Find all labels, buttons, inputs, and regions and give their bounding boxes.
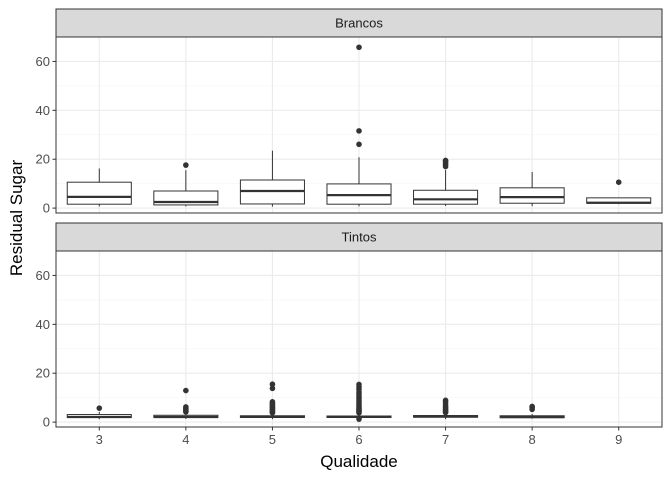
x-tick-label: 6 (355, 432, 362, 447)
y-tick-label: 0 (43, 415, 50, 430)
x-tick-label: 5 (269, 432, 276, 447)
box-brancos-6 (326, 44, 392, 207)
facet-strip (55, 8, 663, 38)
outlier-point (356, 141, 362, 148)
y-tick-label: 40 (36, 317, 50, 332)
box-brancos-7 (413, 157, 479, 206)
x-tick-label: 7 (442, 432, 449, 447)
x-tick-label: 9 (615, 432, 622, 447)
facet-label: Brancos (335, 16, 383, 31)
outlier-point (183, 387, 189, 394)
outlier-point (442, 397, 449, 404)
outlier-point (183, 162, 189, 168)
box-brancos-4 (153, 162, 219, 207)
box-iqr (499, 187, 565, 204)
facet-strip (55, 222, 663, 252)
box-brancos-8 (499, 171, 565, 207)
y-tick-label: 60 (36, 54, 50, 69)
box-iqr (413, 189, 479, 205)
y-tick-label: 40 (36, 103, 50, 118)
box-tintos-3 (66, 405, 132, 420)
outlier-point (356, 44, 362, 51)
panel-tintos: Tintos 0 20 40 60 (36, 222, 663, 430)
y-tick-label: 60 (36, 268, 50, 283)
y-axis-title: Residual Sugar (7, 160, 26, 277)
outlier-point (442, 157, 449, 164)
box-tintos-8 (499, 403, 565, 419)
outlier-point (356, 416, 362, 422)
x-tick-label: 8 (529, 432, 536, 447)
x-axis-title: Qualidade (320, 452, 398, 471)
box-tintos-6 (326, 381, 392, 422)
outlier-point (529, 403, 535, 410)
box-tintos-7 (413, 397, 479, 420)
outlier-point (183, 404, 189, 410)
box-tintos-5 (239, 381, 305, 420)
y-tick-label: 20 (36, 152, 50, 167)
box-iqr (66, 181, 132, 205)
outlier-point (356, 128, 362, 134)
outlier-point (269, 381, 276, 388)
outlier-point (269, 399, 276, 405)
y-tick-label: 20 (36, 366, 50, 381)
box-tintos-4 (153, 387, 219, 419)
outlier-point (269, 385, 276, 392)
outlier-point (96, 405, 103, 411)
panel-brancos: Brancos 0 20 40 60 (36, 8, 663, 216)
outlier-point (356, 381, 362, 388)
box-brancos-9 (586, 179, 652, 205)
box-brancos-5 (239, 150, 305, 207)
outlier-point (615, 179, 622, 185)
box-brancos-3 (66, 168, 132, 207)
facet-label: Tintos (342, 230, 377, 245)
x-tick-label: 3 (96, 432, 103, 447)
x-tick-label: 4 (182, 432, 189, 447)
y-tick-label: 0 (43, 201, 50, 216)
